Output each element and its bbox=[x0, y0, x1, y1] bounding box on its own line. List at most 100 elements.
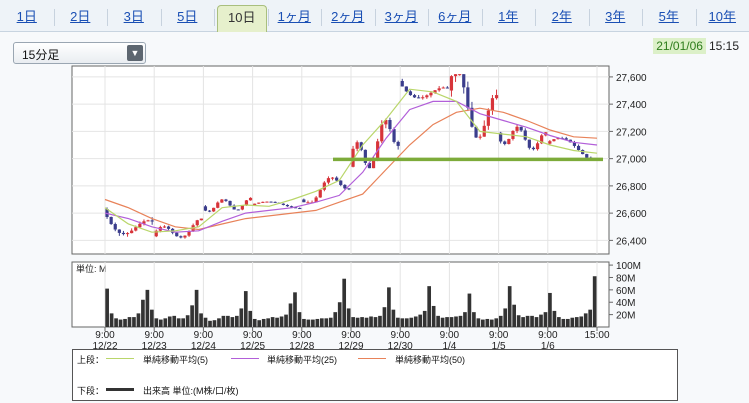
ma25-line bbox=[104, 100, 598, 233]
candle-body bbox=[576, 145, 581, 151]
legend-lower-label: 下段： bbox=[77, 386, 105, 396]
candle-body bbox=[281, 203, 285, 205]
tab-0[interactable]: 1日 bbox=[16, 9, 37, 24]
volume-bar bbox=[185, 315, 190, 327]
chevron-down-icon[interactable]: ▼ bbox=[127, 45, 143, 61]
volume-bar bbox=[154, 318, 159, 327]
volume-bar bbox=[351, 317, 355, 327]
candle-body bbox=[507, 138, 511, 145]
volume-bar bbox=[158, 319, 163, 327]
candle-body bbox=[552, 139, 556, 142]
tab-7[interactable]: 3ヶ月 bbox=[384, 9, 418, 24]
tab-8[interactable]: 6ヶ月 bbox=[438, 9, 472, 24]
volume-bar bbox=[440, 317, 445, 327]
volume-tick-label: 80M bbox=[616, 273, 635, 284]
candle-body bbox=[326, 178, 331, 183]
candle-body bbox=[130, 230, 134, 234]
tab-2[interactable]: 3日 bbox=[123, 9, 144, 24]
volume-bar bbox=[324, 318, 329, 327]
volume-bar bbox=[503, 308, 508, 327]
timestamp: 21/01/06 15:15 bbox=[653, 38, 739, 54]
volume-bar bbox=[418, 314, 423, 327]
tab-3[interactable]: 5日 bbox=[177, 9, 198, 24]
volume-bar bbox=[279, 316, 284, 327]
volume-bar bbox=[230, 317, 235, 327]
tab-12[interactable]: 5年 bbox=[658, 9, 679, 24]
time-tick-label: 9:00 bbox=[489, 330, 509, 341]
candle-body bbox=[445, 87, 449, 89]
candle-body bbox=[371, 160, 376, 169]
tab-11[interactable]: 3年 bbox=[605, 9, 626, 24]
tab-10[interactable]: 2年 bbox=[551, 9, 572, 24]
candle-body bbox=[367, 162, 372, 169]
tab-separator bbox=[481, 9, 483, 26]
volume-bar bbox=[525, 315, 530, 327]
volume-bar bbox=[404, 318, 409, 327]
candle-body bbox=[306, 202, 310, 204]
volume-bar bbox=[243, 291, 248, 327]
time-tick-label: 9:00 bbox=[341, 330, 361, 341]
legend-ma25-swatch bbox=[231, 358, 259, 359]
candle-body bbox=[302, 199, 306, 203]
volume-bar bbox=[226, 315, 230, 327]
volume-bar bbox=[400, 318, 405, 327]
candle-body bbox=[388, 120, 392, 130]
tab-9[interactable]: 1年 bbox=[498, 9, 519, 24]
candle-body bbox=[429, 92, 433, 96]
candle-body bbox=[519, 126, 523, 131]
candle-body bbox=[585, 154, 589, 158]
volume-bar bbox=[203, 317, 208, 327]
volume-bar bbox=[369, 316, 373, 327]
candle-body bbox=[503, 141, 507, 145]
volume-bar bbox=[176, 318, 181, 327]
candle-body bbox=[335, 177, 339, 181]
candle-body bbox=[265, 201, 269, 203]
volume-bar bbox=[270, 317, 275, 327]
candle-body bbox=[359, 142, 363, 150]
volume-bar bbox=[463, 312, 467, 327]
volume-bar bbox=[481, 319, 485, 327]
volume-bar bbox=[123, 318, 127, 327]
candle-body bbox=[540, 135, 544, 144]
candle-body bbox=[572, 142, 577, 146]
volume-bar bbox=[467, 293, 472, 327]
volume-bar bbox=[141, 299, 145, 327]
volume-bar bbox=[105, 288, 109, 327]
tab-4[interactable]: 10日 bbox=[217, 5, 267, 32]
tab-13[interactable]: 10年 bbox=[708, 9, 736, 24]
volume-bar bbox=[534, 317, 539, 327]
time-tick-label: 9:00 bbox=[144, 330, 164, 341]
legend-volume-label: 出来高 単位:(M株/口/枚) bbox=[143, 386, 239, 396]
candle-body bbox=[117, 229, 121, 233]
volume-bar bbox=[163, 318, 168, 327]
volume-bar bbox=[190, 305, 194, 327]
volume-bar bbox=[436, 315, 440, 327]
candle-body bbox=[392, 129, 396, 142]
volume-bar bbox=[431, 305, 436, 327]
tab-separator bbox=[267, 9, 269, 26]
tab-1[interactable]: 2日 bbox=[70, 9, 91, 24]
tab-6[interactable]: 2ヶ月 bbox=[331, 9, 365, 24]
tab-5[interactable]: 1ヶ月 bbox=[277, 9, 311, 24]
tab-separator bbox=[321, 9, 322, 26]
date-tick-label: 12/24 bbox=[191, 341, 216, 352]
interval-select[interactable]: 15分足 ▼ bbox=[13, 42, 146, 64]
period-tab-bar: 1日 2日 3日 5日 10日 1ヶ月 2ヶ月 3ヶ月 6ヶ月 1年 2年 3年 5年 10年 bbox=[0, 0, 749, 32]
volume-bar bbox=[454, 316, 458, 327]
tab-separator bbox=[160, 9, 162, 26]
candle-body bbox=[478, 136, 482, 138]
legend-ma50-swatch bbox=[358, 358, 386, 359]
candle-body bbox=[228, 200, 232, 206]
volume-bar bbox=[311, 319, 315, 327]
volume-bar bbox=[337, 302, 342, 327]
volume-bar bbox=[346, 308, 351, 327]
candle-body bbox=[421, 97, 425, 99]
date-tick-label: 12/30 bbox=[388, 341, 413, 352]
candle-body bbox=[396, 141, 400, 146]
candle-body bbox=[466, 87, 470, 108]
candle-body bbox=[535, 143, 540, 150]
tab-separator bbox=[53, 9, 55, 26]
volume-tick-label: 100M bbox=[616, 261, 641, 272]
candle-body bbox=[113, 224, 117, 230]
